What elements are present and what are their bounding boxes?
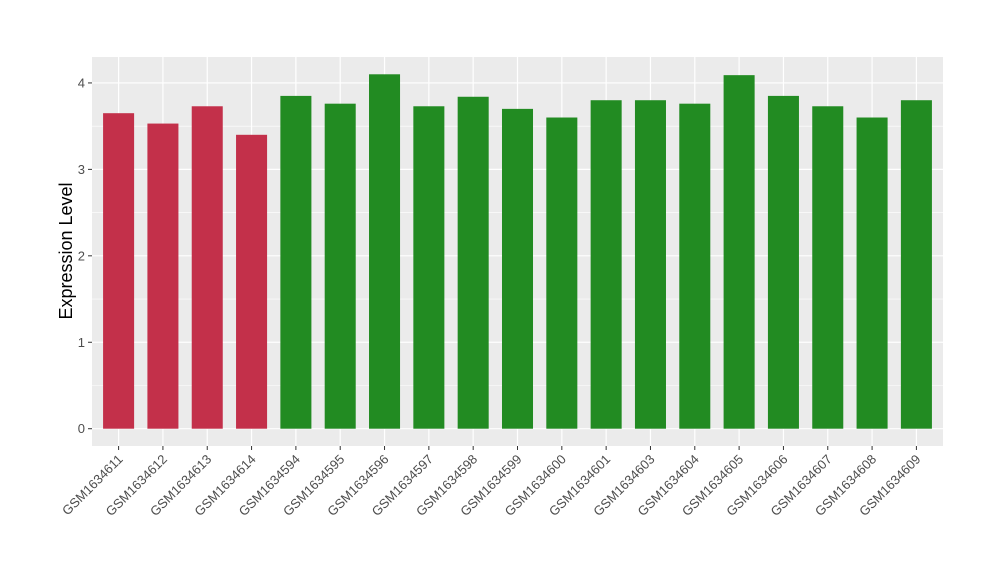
bar-GSM1634611	[103, 113, 135, 429]
bar-GSM1634612	[147, 123, 179, 429]
y-axis-ticks: 0 1 2 3 4	[78, 75, 92, 436]
y-tick-label: 1	[78, 335, 85, 350]
y-axis-title: Expression Level	[56, 182, 76, 319]
bar-GSM1634599	[501, 108, 534, 429]
bar-GSM1634613	[191, 106, 223, 429]
bar-GSM1634596	[369, 74, 401, 429]
y-tick-label: 0	[78, 421, 85, 436]
y-tick-label: 3	[78, 162, 85, 177]
bar-GSM1634607	[812, 106, 844, 429]
x-axis-ticks: GSM1634611GSM1634612GSM1634613GSM1634614…	[59, 446, 924, 519]
bar-GSM1634608	[856, 117, 888, 429]
bar-GSM1634597	[413, 106, 445, 429]
bar-GSM1634605	[723, 75, 755, 429]
y-tick-label: 4	[78, 75, 85, 90]
bar-GSM1634603	[634, 100, 666, 429]
bar-GSM1634600	[546, 117, 578, 429]
bar-GSM1634609	[900, 100, 932, 429]
y-tick-label: 2	[78, 248, 85, 263]
bar-GSM1634606	[767, 95, 799, 429]
bars	[103, 74, 932, 429]
bar-GSM1634598	[457, 96, 489, 429]
bar-GSM1634594	[280, 95, 312, 429]
bar-GSM1634614	[236, 134, 268, 429]
bar-GSM1634604	[679, 103, 711, 429]
bar-GSM1634601	[590, 100, 622, 429]
bar-GSM1634595	[324, 103, 356, 429]
